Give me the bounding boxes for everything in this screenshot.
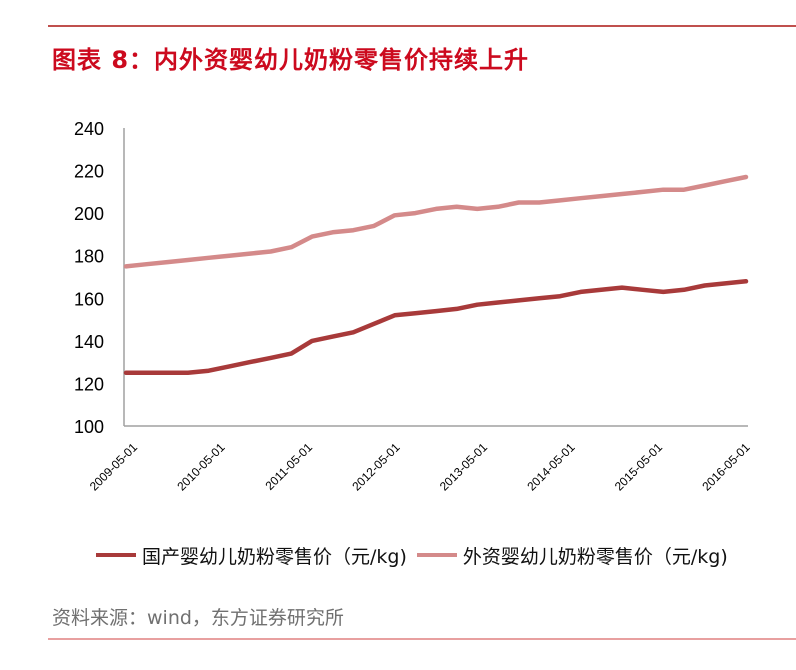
legend-swatch-domestic-icon bbox=[96, 553, 136, 557]
legend-item-domestic: 国产婴幼儿奶粉零售价（元/kg) bbox=[96, 542, 407, 569]
line-chart: 100 120 140 160 180 200 220 240 2009-05-01 2010-0… bbox=[0, 100, 796, 530]
x-tick-label: 2010-05-01 bbox=[174, 440, 228, 494]
chart-legend: 国产婴幼儿奶粉零售价（元/kg) 外资婴幼儿奶粉零售价（元/kg) bbox=[96, 540, 738, 570]
y-tick-label: 160 bbox=[74, 289, 104, 309]
legend-swatch-foreign-icon bbox=[416, 553, 457, 557]
top-rule bbox=[48, 25, 796, 27]
x-tick-label: 2016-05-01 bbox=[699, 440, 753, 494]
y-tick-label: 240 bbox=[74, 119, 104, 139]
x-tick-label: 2014-05-01 bbox=[524, 440, 578, 494]
y-tick-label: 220 bbox=[74, 162, 104, 182]
source-note: 资料来源：wind，东方证券研究所 bbox=[52, 607, 344, 629]
x-tick-label: 2009-05-01 bbox=[87, 440, 141, 494]
x-tick-label: 2013-05-01 bbox=[437, 440, 491, 494]
series-line-domestic bbox=[123, 279, 749, 376]
legend-label-foreign: 外资婴幼儿奶粉零售价（元/kg) bbox=[462, 545, 728, 568]
y-tick-label: 200 bbox=[74, 204, 104, 224]
y-tick-label: 180 bbox=[74, 247, 104, 267]
chart-svg: 100 120 140 160 180 200 220 240 2009-05-01 2010-0… bbox=[74, 119, 753, 494]
legend-item-foreign: 外资婴幼儿奶粉零售价（元/kg) bbox=[416, 542, 728, 569]
legend-label-domestic: 国产婴幼儿奶粉零售价（元/kg) bbox=[142, 545, 407, 568]
x-tick-label: 2012-05-01 bbox=[349, 440, 403, 494]
series-line-foreign bbox=[123, 174, 749, 269]
x-tick-label: 2011-05-01 bbox=[262, 440, 315, 493]
y-tick-label: 120 bbox=[74, 374, 104, 394]
x-tick-label: 2015-05-01 bbox=[612, 440, 666, 494]
chart-title: 图表 8：内外资婴幼儿奶粉零售价持续上升 bbox=[52, 46, 530, 74]
y-tick-label: 140 bbox=[74, 332, 104, 352]
y-tick-label: 100 bbox=[74, 417, 104, 437]
bottom-rule bbox=[48, 638, 796, 640]
